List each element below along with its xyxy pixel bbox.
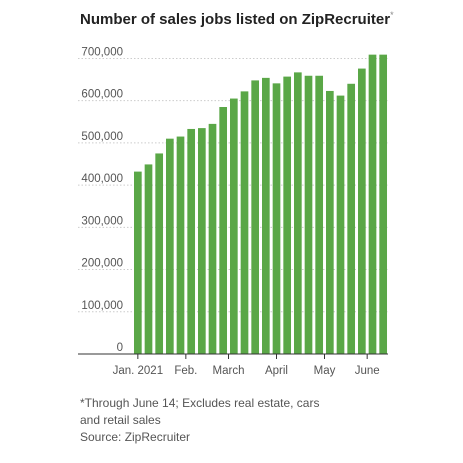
bar <box>251 80 260 355</box>
x-tick-label: March <box>213 365 245 377</box>
y-tick-label: 500,000 <box>81 131 123 143</box>
bar <box>304 75 313 354</box>
bar <box>315 75 324 354</box>
x-tick-label: May <box>314 365 336 377</box>
y-tick-label: 400,000 <box>81 173 123 185</box>
bar <box>166 138 174 354</box>
chart-title: Number of sales jobs listed on ZipRecrui… <box>80 10 394 28</box>
bar <box>198 128 206 354</box>
bar <box>176 136 185 354</box>
bar <box>379 54 388 355</box>
y-tick-label: 300,000 <box>81 215 123 227</box>
bar <box>208 123 217 354</box>
footnote-line-1: *Through June 14; Excludes real estate, … <box>80 396 320 410</box>
bar <box>230 98 238 354</box>
source-line: Source: ZipRecruiter <box>80 430 191 444</box>
x-axis <box>78 353 388 359</box>
bar <box>262 77 270 354</box>
y-tick-label: 100,000 <box>81 300 123 312</box>
x-tick-label: April <box>265 365 288 377</box>
bars <box>134 54 388 355</box>
x-tick-label: Jan. 2021 <box>113 365 164 377</box>
bar <box>144 164 153 354</box>
x-tick-label: Feb. <box>174 365 197 377</box>
bar <box>283 76 292 354</box>
y-tick-label: 700,000 <box>81 46 123 58</box>
bar <box>240 91 249 354</box>
x-tick-label: June <box>355 365 380 377</box>
y-tick-label: 0 <box>117 342 123 354</box>
bar <box>358 68 366 355</box>
y-axis-labels: 0 100,000 200,000 300,000 400,000 500,000 600,… <box>81 46 123 354</box>
bar <box>294 72 302 354</box>
chart-title-text: Number of sales jobs listed on ZipRecrui… <box>80 11 391 28</box>
y-tick-label: 200,000 <box>81 258 123 270</box>
footnote: *Through June 14; Excludes real estate, … <box>80 395 380 446</box>
title-footnote-marker: * <box>390 10 394 20</box>
x-axis-labels: Jan. 2021 Feb. March April May June <box>113 365 380 377</box>
y-tick-label: 600,000 <box>81 89 123 101</box>
bar <box>326 90 334 354</box>
bar <box>219 107 228 354</box>
bar <box>368 54 377 355</box>
bar <box>336 95 345 354</box>
bar <box>155 153 164 354</box>
bar <box>272 83 281 354</box>
bar <box>187 128 196 354</box>
bar <box>347 83 356 355</box>
footnote-line-2: and retail sales <box>80 413 161 427</box>
bar <box>134 171 142 354</box>
